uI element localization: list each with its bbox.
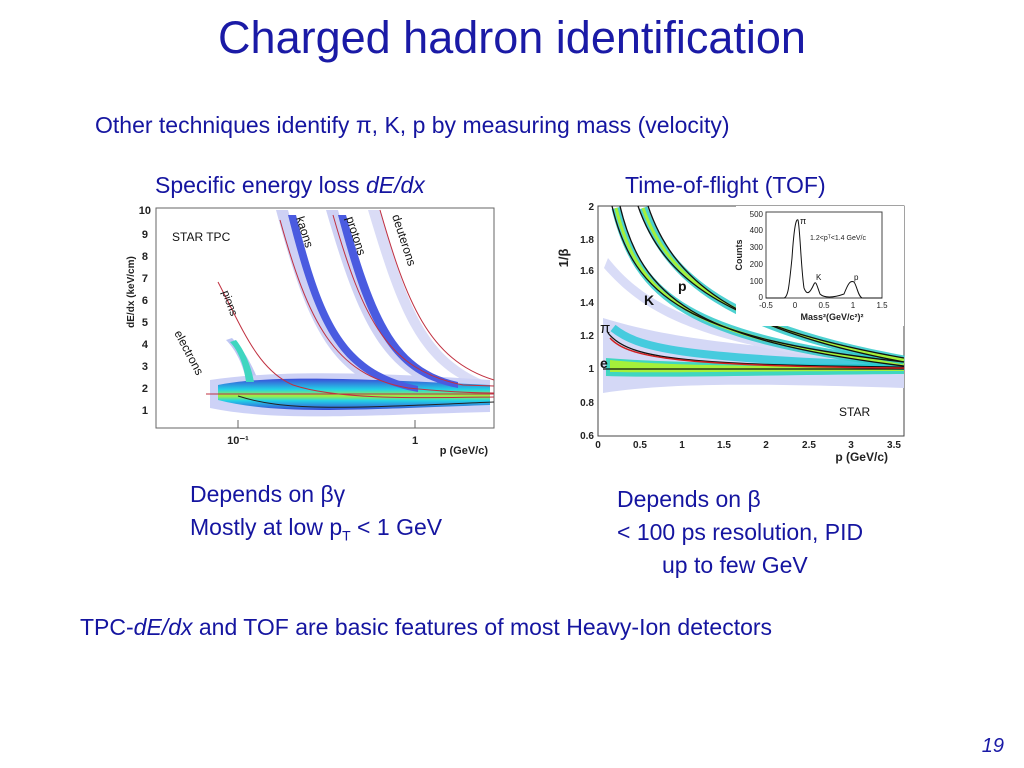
dedx-xtick: 10⁻¹ (227, 435, 249, 447)
dedx-ytick: 6 (142, 295, 148, 307)
dedx-ytick: 4 (142, 339, 149, 351)
dedx-notes: Depends on βγ Mostly at low pT < 1 GeV (190, 478, 442, 553)
bottom-text: and TOF are basic features of most Heavy… (192, 614, 773, 640)
dedx-note-line1: Depends on βγ (190, 478, 442, 511)
inset-xtick: 1.5 (876, 301, 888, 310)
tof-ytick: 1.4 (580, 298, 594, 309)
star-label: STAR (839, 405, 870, 419)
tof-note-line3: up to few GeV (662, 552, 808, 578)
inset-ytick: 100 (750, 277, 764, 286)
tof-ytick: 1.2 (580, 331, 594, 342)
tof-plot: 0.6 0.8 1 1.2 1.4 1.6 1.8 2 1/β 0 0.5 1 … (548, 198, 910, 466)
tof-ytick: 0.6 (580, 431, 594, 442)
tof-ytick: 2 (588, 202, 594, 213)
inset-ytick: 400 (750, 226, 764, 235)
inset-x-label: Mass²(GeV/c²)² (800, 312, 863, 322)
dedx-xtick: 1 (412, 435, 418, 447)
tof-note-line1: Depends on β (617, 483, 863, 516)
dedx-ytick: 5 (142, 317, 148, 329)
inset-ytick: 200 (750, 260, 764, 269)
inset-xtick: -0.5 (759, 301, 773, 310)
inset-y-label: Counts (734, 240, 744, 271)
mass-inset: 0 100 200 300 400 500 Counts -0.5 0 0.5 … (734, 206, 904, 326)
dedx-note-text: < 1 GeV (350, 514, 443, 540)
dedx-heading: Specific energy loss dE/dx (155, 172, 425, 199)
dedx-note-text: Depends on (190, 481, 321, 507)
beta-symbol: β (747, 486, 761, 512)
inset-xtick: 0 (793, 301, 798, 310)
tof-xtick: 2 (763, 440, 769, 451)
dedx-ytick: 9 (142, 229, 148, 241)
tof-note-text: Depends on (617, 486, 748, 512)
tof-ytick: 0.8 (580, 398, 594, 409)
tof-xtick: 3.5 (887, 440, 901, 451)
dedx-y-axis-label: dE/dx (keV/cm) (126, 256, 137, 328)
dedx-x-axis-label: p (GeV/c) (440, 445, 489, 457)
bottom-text: TPC- (80, 614, 134, 640)
tof-heading: Time-of-flight (TOF) (625, 172, 826, 198)
bottom-statement: TPC-dE/dx and TOF are basic features of … (80, 614, 772, 641)
tof-xtick: 0.5 (633, 440, 647, 451)
dedx-heading-text: Specific energy loss (155, 172, 366, 198)
pt-subscript: T (342, 527, 351, 544)
inset-xtick: 0.5 (818, 301, 830, 310)
tof-xtick: 1 (679, 440, 685, 451)
dedx-note-line2: Mostly at low pT < 1 GeV (190, 511, 442, 553)
tof-note-line2: < 100 ps resolution, PID (617, 519, 864, 545)
inset-p-label: p (854, 273, 859, 282)
inset-ytick: 500 (750, 210, 764, 219)
bottom-italic: dE/dx (133, 614, 193, 640)
inset-ytick: 0 (759, 293, 764, 302)
tof-k-label: K (644, 292, 654, 308)
tof-y-axis-label: 1/β (556, 249, 571, 268)
inset-xtick: 1 (851, 301, 856, 310)
dedx-y-ticks: 1 2 3 4 5 6 7 8 9 10 (139, 205, 151, 417)
tof-ytick: 1.6 (580, 266, 594, 277)
dedx-plot: 1 2 3 4 5 6 7 8 9 10 dE/dx (keV/cm) 10⁻¹… (118, 200, 500, 462)
tof-xtick: 0 (595, 440, 601, 451)
slide-subtitle: Other techniques identify π, K, p by mea… (95, 112, 730, 138)
tof-pi-label: π (600, 320, 610, 337)
inset-note: 1.2<pᵀ<1.4 GeV/c (810, 235, 866, 242)
dedx-ytick: 8 (142, 251, 148, 263)
tof-xtick: 3 (848, 440, 854, 451)
dedx-note-text: Mostly at low p (190, 514, 343, 540)
inset-pi-label: π (800, 216, 806, 226)
tof-xtick: 1.5 (717, 440, 731, 451)
tof-ytick: 1.8 (580, 235, 594, 246)
inset-k-label: K (816, 273, 822, 282)
inset-ytick: 300 (750, 243, 764, 252)
slide-title: Charged hadron identification (218, 12, 806, 63)
tof-ytick: 1 (588, 364, 594, 375)
dedx-ytick: 3 (142, 361, 148, 373)
dedx-ytick: 7 (142, 273, 148, 285)
tof-e-label: e (600, 355, 608, 371)
dedx-ytick: 1 (142, 405, 148, 417)
dedx-heading-italic: dE/dx (365, 172, 425, 198)
tof-x-axis-label: p (GeV/c) (835, 450, 888, 464)
dedx-ytick: 10 (139, 205, 151, 217)
tof-notes: Depends on β < 100 ps resolution, PID up… (617, 483, 863, 582)
tof-xtick: 2.5 (802, 440, 816, 451)
dedx-ytick: 2 (142, 383, 148, 395)
page-number: 19 (981, 735, 1004, 757)
beta-gamma-symbol: βγ (320, 481, 346, 507)
tof-p-label: p (678, 278, 687, 294)
star-tpc-label: STAR TPC (172, 230, 231, 244)
